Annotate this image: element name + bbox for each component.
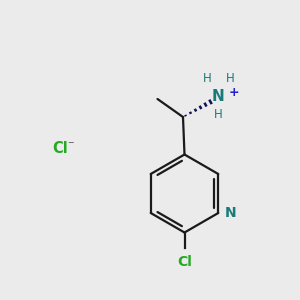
Text: ⁻: ⁻ xyxy=(68,139,74,152)
Text: Cl: Cl xyxy=(177,255,192,269)
Text: Cl: Cl xyxy=(52,141,68,156)
Text: H: H xyxy=(214,108,223,121)
Text: N: N xyxy=(212,89,225,104)
Text: N: N xyxy=(225,206,236,220)
Text: H: H xyxy=(203,72,212,85)
Text: H: H xyxy=(226,72,234,85)
Text: +: + xyxy=(229,85,239,99)
